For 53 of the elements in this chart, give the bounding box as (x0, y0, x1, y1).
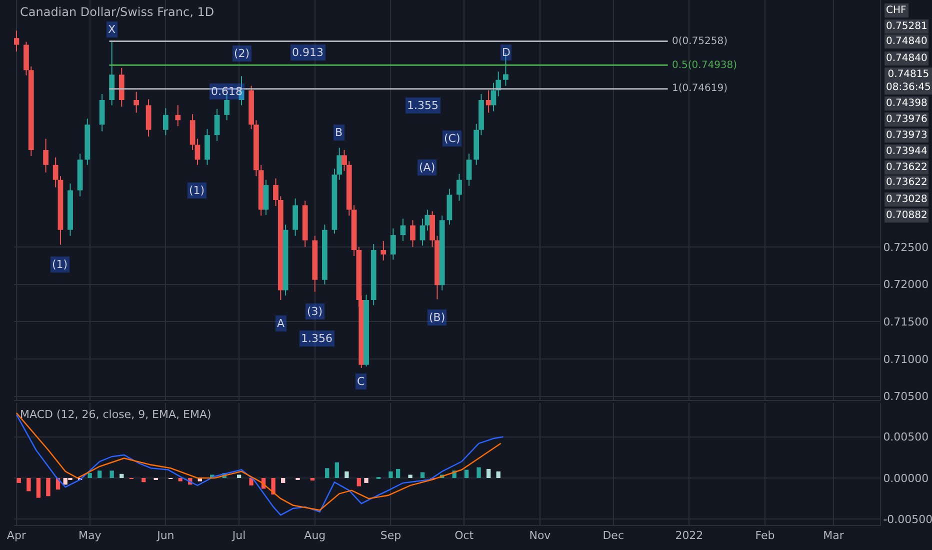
x-tick-label: Mar (823, 529, 844, 542)
text: 0.74815 08:36:45 (886, 69, 931, 93)
annotation: (1) (52, 258, 68, 271)
annotation: (2) (234, 47, 250, 60)
text: 0.73622 (886, 162, 928, 173)
text: 0.73622 (886, 177, 928, 188)
text: 0.73028 (886, 194, 928, 205)
annotation: (B) (429, 311, 446, 324)
text: 0.70882 (886, 210, 928, 221)
y-tick-label: 0.72500 (883, 240, 929, 254)
annotation: A (277, 317, 285, 330)
annotation: 1.356 (301, 332, 332, 345)
annotation: 1.355 (407, 99, 438, 112)
y-tick-label: 0.72000 (883, 278, 929, 292)
y-tick-label: 0.71500 (883, 315, 929, 328)
text: 0.74398 (886, 98, 928, 109)
text: 0.74840 (886, 36, 928, 47)
ref-line-label: 0(0.75258) (672, 36, 728, 47)
y-tick-label: 0.00500 (883, 430, 929, 444)
text: 0.75281 (886, 21, 928, 32)
annotation: D (502, 46, 510, 59)
text: 0.74840 (886, 53, 928, 64)
annotation: (C) (444, 132, 460, 145)
annotation: (3) (307, 305, 323, 318)
y-tick-label: 0.00000 (883, 472, 929, 485)
y-tick-label: 0.70500 (883, 390, 929, 404)
x-tick-label: May (78, 529, 102, 542)
x-tick-label: Aug (304, 529, 326, 542)
x-tick-label: Sep (380, 529, 402, 542)
text: 0.73944 (886, 146, 928, 157)
annotation: C (357, 375, 365, 388)
annotation: X (108, 23, 116, 36)
x-tick-label: Jun (156, 529, 174, 542)
ref-line-label: 0.5(0.74938) (672, 60, 738, 71)
x-tick-label: Apr (6, 529, 26, 542)
annotation: (A) (419, 161, 436, 174)
x-tick-label: 2022 (675, 529, 704, 542)
x-tick-label: Feb (755, 529, 775, 542)
y-tick-label: -0.00500 (883, 513, 932, 526)
text: 0.73976 (886, 114, 928, 125)
text: CHF (886, 5, 906, 16)
y-tick-label: 0.71000 (883, 352, 929, 366)
annotation: B (335, 126, 343, 139)
x-tick-label: Jul (231, 529, 246, 542)
x-tick-label: Nov (529, 529, 552, 542)
annotation: (1) (189, 184, 205, 197)
text: Canadian Dollar/Swiss Franc, 1D (20, 5, 214, 19)
x-tick-label: Oct (454, 529, 474, 542)
text: MACD (12, 26, close, 9, EMA, EMA) (20, 408, 212, 421)
x-tick-label: Dec (602, 529, 624, 542)
ref-line-label: 1(0.74619) (672, 83, 728, 94)
text: 0.73973 (886, 130, 928, 141)
annotation: 0.913 (292, 46, 324, 59)
